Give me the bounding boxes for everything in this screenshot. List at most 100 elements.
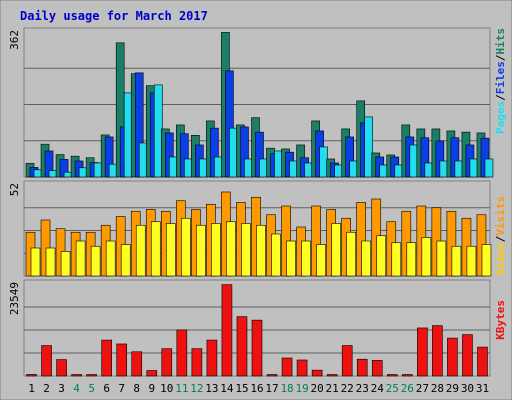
- x-tick-label-8: 8: [133, 382, 140, 395]
- bar-kbytes-kbytes-8: [132, 352, 142, 376]
- bar-kbytes-kbytes-17: [267, 375, 277, 377]
- bar-kbytes-kbytes-30: [462, 335, 472, 376]
- x-tick-label-21: 21: [326, 382, 339, 395]
- bar-kbytes-kbytes-26: [402, 375, 412, 377]
- x-tick-label-15: 15: [235, 382, 248, 395]
- x-tick-label-18: 18: [280, 382, 293, 395]
- bar-visits-sites-15: [241, 224, 250, 277]
- x-tick-label-3: 3: [58, 382, 65, 395]
- bar-kbytes-kbytes-1: [27, 374, 37, 376]
- y-max-label-hits: 362: [8, 30, 21, 50]
- bar-kbytes-kbytes-23: [357, 359, 367, 376]
- bar-visits-sites-18: [287, 241, 296, 276]
- legend-kbytes-item-0: KBytes: [494, 300, 507, 340]
- bar-visits-sites-7: [121, 245, 130, 277]
- x-tick-label-6: 6: [103, 382, 110, 395]
- x-tick-label-7: 7: [118, 382, 125, 395]
- bar-kbytes-kbytes-6: [102, 340, 112, 376]
- x-tick-label-28: 28: [431, 382, 444, 395]
- bar-visits-sites-23: [362, 241, 371, 276]
- bar-visits-sites-16: [256, 225, 265, 276]
- bar-visits-sites-11: [181, 218, 190, 276]
- bar-kbytes-kbytes-27: [417, 328, 427, 376]
- bar-visits-sites-10: [166, 224, 175, 277]
- x-tick-label-23: 23: [356, 382, 369, 395]
- chart-title: Daily usage for March 2017: [20, 9, 208, 23]
- bar-visits-sites-8: [136, 225, 145, 276]
- x-tick-label-27: 27: [416, 382, 429, 395]
- x-tick-label-17: 17: [265, 382, 278, 395]
- x-tick-label-22: 22: [341, 382, 354, 395]
- x-tick-label-25: 25: [386, 382, 399, 395]
- bar-visits-sites-25: [392, 243, 401, 276]
- bar-visits-sites-14: [226, 222, 235, 276]
- legend-hits-item-4: Hits: [494, 28, 507, 55]
- y-max-label-visits: 52: [8, 183, 21, 196]
- bar-visits-sites-20: [317, 245, 326, 277]
- bar-kbytes-kbytes-14: [222, 285, 232, 376]
- bar-visits-sites-1: [31, 248, 40, 276]
- x-tick-label-4: 4: [73, 382, 80, 395]
- bar-kbytes-kbytes-22: [342, 346, 352, 376]
- bar-kbytes-kbytes-5: [87, 375, 97, 377]
- bar-visits-sites-26: [407, 243, 416, 276]
- bar-visits-sites-30: [467, 246, 476, 276]
- bar-visits-sites-3: [61, 252, 70, 277]
- bar-kbytes-kbytes-29: [447, 338, 457, 376]
- bar-kbytes-kbytes-25: [387, 375, 397, 377]
- bar-visits-sites-27: [422, 238, 431, 277]
- bar-kbytes-kbytes-11: [177, 330, 187, 376]
- x-tick-label-26: 26: [401, 382, 414, 395]
- bar-kbytes-kbytes-31: [477, 347, 487, 376]
- bar-visits-sites-22: [347, 232, 356, 276]
- legend-visits-item-2: Visits: [494, 196, 507, 236]
- x-tick-label-20: 20: [311, 382, 324, 395]
- bar-visits-sites-6: [106, 241, 115, 276]
- x-tick-label-16: 16: [250, 382, 263, 395]
- bar-visits-sites-21: [332, 224, 341, 277]
- bar-visits-sites-5: [91, 246, 100, 276]
- x-tick-label-10: 10: [160, 382, 173, 395]
- x-tick-label-14: 14: [220, 382, 234, 395]
- bar-kbytes-kbytes-4: [72, 375, 82, 377]
- bar-kbytes-kbytes-18: [282, 358, 292, 376]
- x-tick-label-19: 19: [295, 382, 308, 395]
- bar-kbytes-kbytes-24: [372, 360, 382, 376]
- x-tick-label-29: 29: [446, 382, 459, 395]
- bar-visits-sites-4: [76, 241, 85, 276]
- bar-kbytes-kbytes-13: [207, 340, 217, 376]
- bar-kbytes-kbytes-19: [297, 360, 307, 376]
- x-tick-label-2: 2: [43, 382, 50, 395]
- chart-panels: 362 52 23549: [8, 28, 493, 376]
- bar-visits-sites-17: [272, 234, 281, 276]
- x-tick-label-30: 30: [461, 382, 474, 395]
- bar-hits-pages-31: [485, 159, 493, 177]
- bar-visits-sites-13: [211, 224, 220, 277]
- x-tick-label-13: 13: [205, 382, 218, 395]
- bar-visits-sites-2: [46, 248, 55, 276]
- bar-kbytes-kbytes-15: [237, 317, 247, 376]
- legend-kbytes: KBytes: [494, 300, 507, 340]
- x-tick-label-1: 1: [28, 382, 35, 395]
- panel-visits: 52: [8, 181, 491, 276]
- legend-hits-item-2: Files: [494, 61, 507, 94]
- x-tick-label-24: 24: [371, 382, 385, 395]
- x-tick-label-9: 9: [148, 382, 155, 395]
- bar-visits-sites-12: [196, 225, 205, 276]
- bar-kbytes-kbytes-28: [432, 326, 442, 376]
- bar-visits-sites-19: [302, 241, 311, 276]
- bar-visits-sites-29: [452, 246, 461, 276]
- bar-kbytes-kbytes-2: [42, 346, 52, 376]
- bar-kbytes-kbytes-9: [147, 371, 157, 376]
- x-tick-label-12: 12: [190, 382, 203, 395]
- bar-visits-sites-28: [437, 241, 446, 276]
- legend-visits: Sites/Visits: [494, 196, 507, 276]
- bar-visits-sites-24: [377, 236, 386, 276]
- bar-kbytes-kbytes-16: [252, 320, 262, 376]
- bar-kbytes-kbytes-12: [192, 349, 202, 376]
- bar-kbytes-kbytes-21: [327, 375, 337, 377]
- bar-visits-sites-9: [151, 222, 160, 276]
- bar-kbytes-kbytes-7: [117, 344, 127, 376]
